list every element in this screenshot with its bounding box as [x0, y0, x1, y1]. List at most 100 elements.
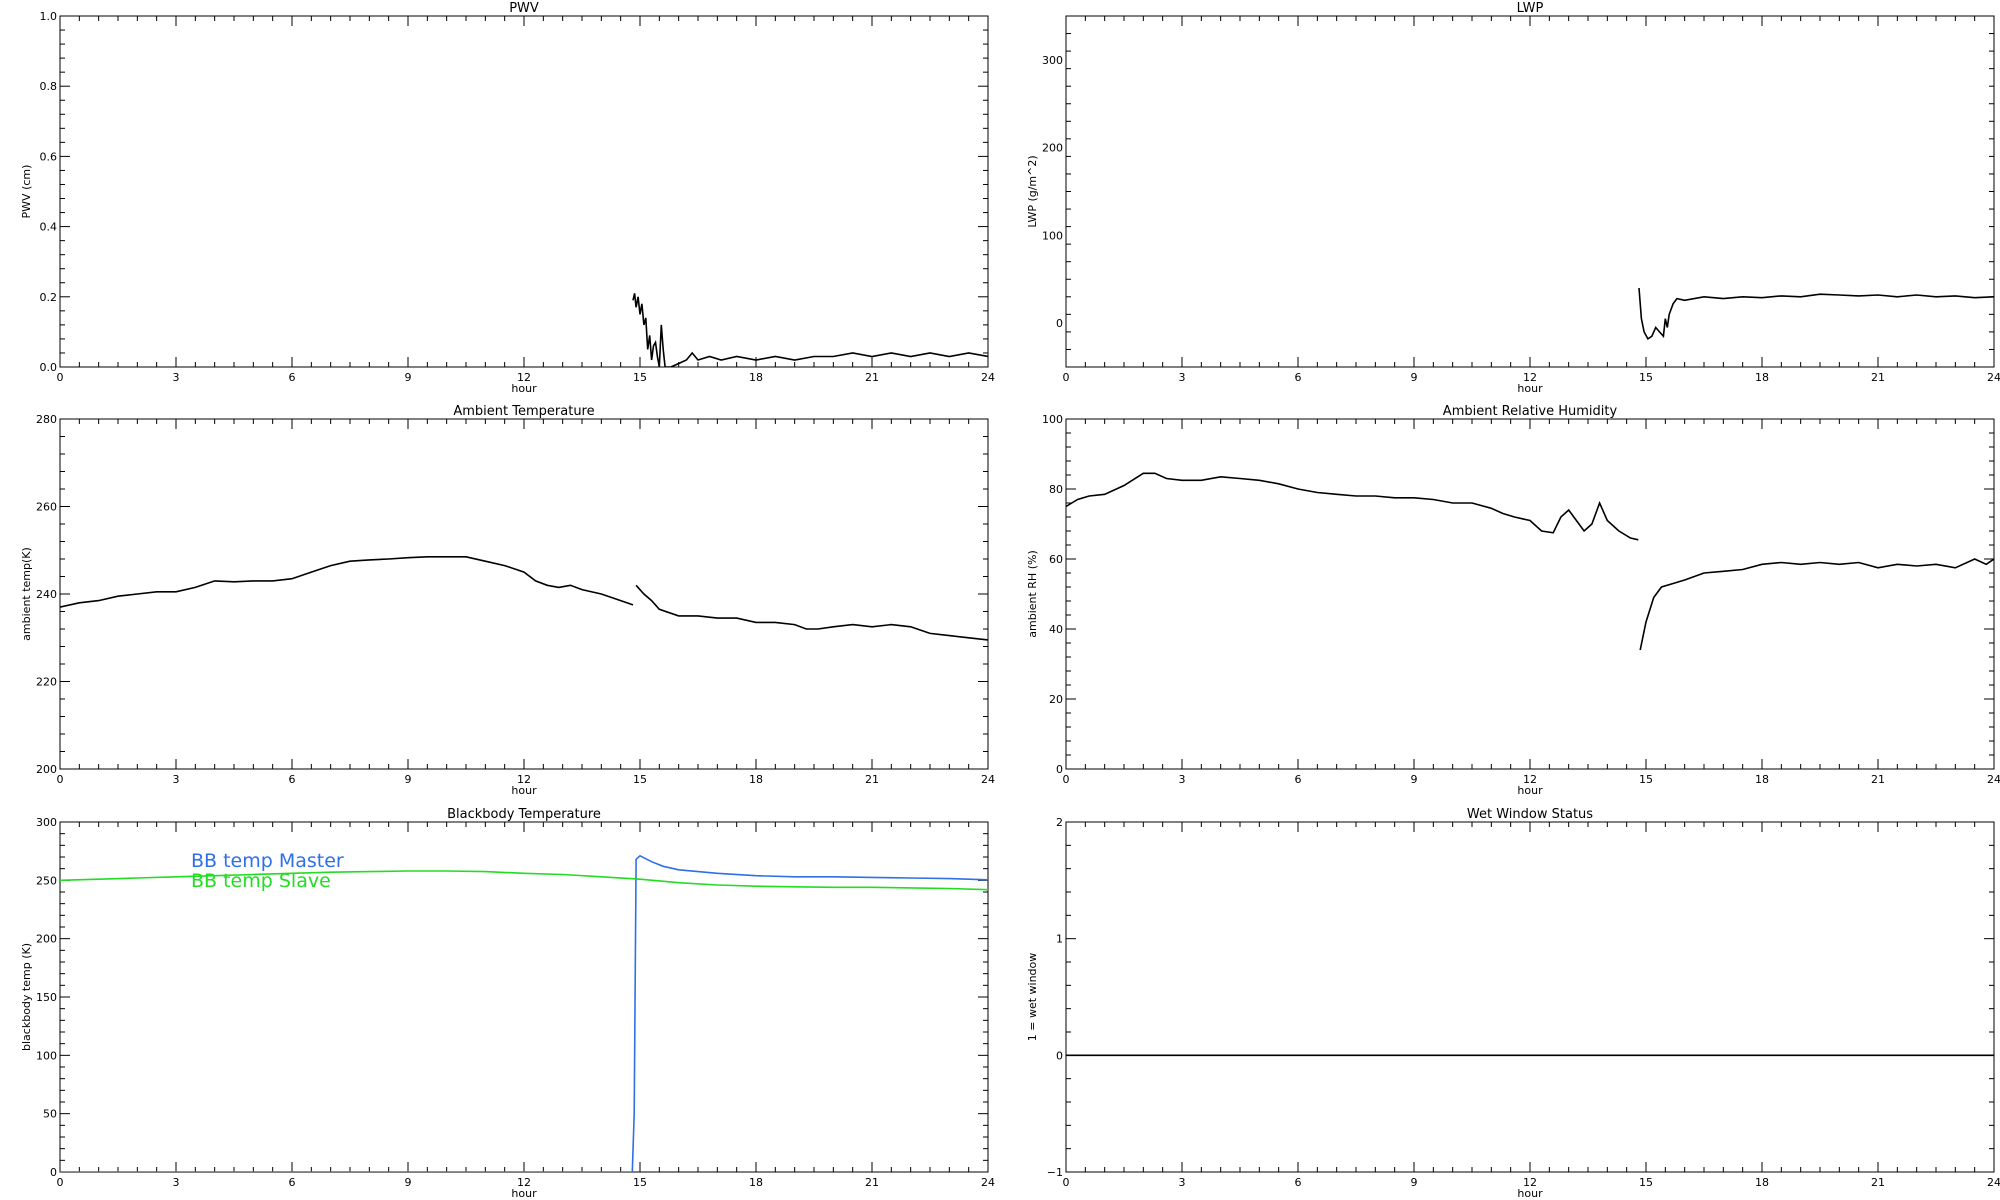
- x-tick-label: 6: [1295, 371, 1302, 384]
- x-tick-label: 24: [1987, 371, 2000, 384]
- series-line-bb-temp-master-seg0: [60, 854, 988, 1172]
- x-tick-label: 9: [405, 371, 412, 384]
- chart-title: PWV: [509, 1, 539, 16]
- x-axis-label: hour: [511, 382, 537, 395]
- x-tick-label: 0: [1063, 371, 1070, 384]
- x-tick-label: 3: [173, 1176, 180, 1189]
- chart-title: Wet Window Status: [1467, 807, 1593, 822]
- y-tick-label: 100: [36, 1049, 57, 1062]
- y-tick-label: 260: [36, 501, 57, 514]
- x-axis-label: hour: [1517, 1187, 1543, 1200]
- series-line-s0-seg0: [1638, 287, 1994, 341]
- chart-title: LWP: [1517, 1, 1544, 16]
- x-tick-label: 0: [57, 773, 64, 786]
- x-tick-label: 0: [57, 1176, 64, 1189]
- y-tick-label: 220: [36, 676, 57, 689]
- chart-title: Blackbody Temperature: [447, 807, 601, 822]
- x-tick-label: 15: [633, 773, 647, 786]
- x-tick-label: 6: [1295, 1176, 1302, 1189]
- x-tick-label: 21: [1871, 1176, 1885, 1189]
- x-tick-label: 3: [173, 773, 180, 786]
- x-tick-label: 18: [749, 1176, 763, 1189]
- y-tick-label: 0: [1056, 1049, 1063, 1062]
- y-axis-label: LWP (g/m^2): [1026, 155, 1039, 227]
- y-tick-label: 200: [36, 933, 57, 946]
- x-tick-label: 0: [1063, 773, 1070, 786]
- y-tick-label: 0.4: [40, 221, 58, 234]
- x-tick-label: 21: [865, 371, 879, 384]
- x-tick-label: 12: [517, 1176, 531, 1189]
- y-tick-label: 300: [1042, 54, 1063, 67]
- x-tick-label: 3: [173, 371, 180, 384]
- x-tick-label: 9: [1411, 1176, 1418, 1189]
- y-tick-label: 0.0: [40, 361, 58, 374]
- y-tick-label: 80: [1049, 483, 1063, 496]
- legend-entry: BB temp Slave: [191, 870, 331, 892]
- x-tick-label: 24: [1987, 1176, 2000, 1189]
- x-tick-label: 15: [1639, 773, 1653, 786]
- y-tick-label: 0: [50, 1166, 57, 1179]
- x-tick-label: 6: [289, 1176, 296, 1189]
- x-tick-label: 18: [1755, 1176, 1769, 1189]
- x-axis-label: hour: [1517, 382, 1543, 395]
- x-tick-label: 12: [1523, 773, 1537, 786]
- series-line-bb-temp-slave-seg0: [60, 870, 988, 891]
- y-axis-label: blackbody temp (K): [20, 943, 33, 1051]
- y-tick-label: 50: [43, 1108, 57, 1121]
- y-tick-label: 0.8: [40, 80, 58, 93]
- panel-ambient-rh: Ambient Relative Humidity 0 3 6 9 12 15 18 21 24 h…: [1026, 404, 2000, 797]
- y-tick-label: 2: [1056, 816, 1063, 829]
- y-tick-label: 0: [1056, 763, 1063, 776]
- x-tick-label: 9: [405, 1176, 412, 1189]
- x-tick-label: 9: [1411, 371, 1418, 384]
- x-tick-label: 12: [517, 371, 531, 384]
- y-tick-label: 100: [1042, 413, 1063, 426]
- x-tick-label: 24: [981, 773, 995, 786]
- chart-title: Ambient Temperature: [453, 404, 594, 419]
- x-tick-label: 12: [517, 773, 531, 786]
- y-axis-label: ambient temp(K): [20, 547, 33, 641]
- x-tick-label: 6: [1295, 773, 1302, 786]
- x-tick-label: 9: [405, 773, 412, 786]
- x-tick-label: 18: [749, 773, 763, 786]
- y-tick-label: 1: [1056, 933, 1063, 946]
- x-tick-label: 18: [1755, 371, 1769, 384]
- series-line-s0-seg0: [632, 293, 988, 367]
- x-tick-label: 6: [289, 371, 296, 384]
- y-tick-label: −1: [1047, 1166, 1063, 1179]
- series-line-s0-seg1: [1639, 558, 1994, 651]
- y-axis-label: ambient RH (%): [1026, 550, 1039, 638]
- y-tick-label: 300: [36, 816, 57, 829]
- x-tick-label: 6: [289, 773, 296, 786]
- x-axis-label: hour: [1517, 784, 1543, 797]
- chart-title: Ambient Relative Humidity: [1443, 404, 1618, 419]
- x-axis-label: hour: [511, 784, 537, 797]
- panel-ambient-temp: Ambient Temperature 0 3 6 9 12 15 18 21 24 hour 200…: [20, 404, 995, 797]
- x-tick-label: 0: [1063, 1176, 1070, 1189]
- x-tick-label: 24: [981, 371, 995, 384]
- y-axis-label: PWV (cm): [20, 165, 33, 219]
- series-line-s0-seg0: [60, 556, 634, 608]
- panel-pwv: PWV 0 3 6 9 12 15 18 21 24 hour 0.0 0.2 0.4 0.6 0.8 1.0 P…: [20, 1, 995, 395]
- y-tick-label: 0.2: [40, 291, 58, 304]
- legend-entry: BB temp Master: [191, 850, 344, 872]
- y-tick-label: 240: [36, 588, 57, 601]
- y-tick-label: 280: [36, 413, 57, 426]
- x-tick-label: 21: [1871, 773, 1885, 786]
- x-tick-label: 15: [633, 371, 647, 384]
- x-tick-label: 18: [1755, 773, 1769, 786]
- x-tick-label: 21: [865, 1176, 879, 1189]
- panel-lwp: LWP 0 3 6 9 12 15 18 21 24 hour 0 100 200 300 LWP (g/m^…: [1026, 1, 2000, 395]
- x-tick-label: 12: [1523, 1176, 1537, 1189]
- y-tick-label: 1.0: [40, 10, 58, 23]
- panel-blackbody-temp: Blackbody Temperature 0 3 6 9 12 15 18 21 24 hour 0…: [20, 807, 995, 1200]
- x-tick-label: 15: [1639, 1176, 1653, 1189]
- x-tick-label: 21: [1871, 371, 1885, 384]
- y-tick-label: 0.6: [40, 150, 58, 163]
- x-tick-label: 15: [1639, 371, 1653, 384]
- y-tick-label: 200: [1042, 142, 1063, 155]
- series-line-s0-seg1: [635, 584, 988, 641]
- x-tick-label: 24: [1987, 773, 2000, 786]
